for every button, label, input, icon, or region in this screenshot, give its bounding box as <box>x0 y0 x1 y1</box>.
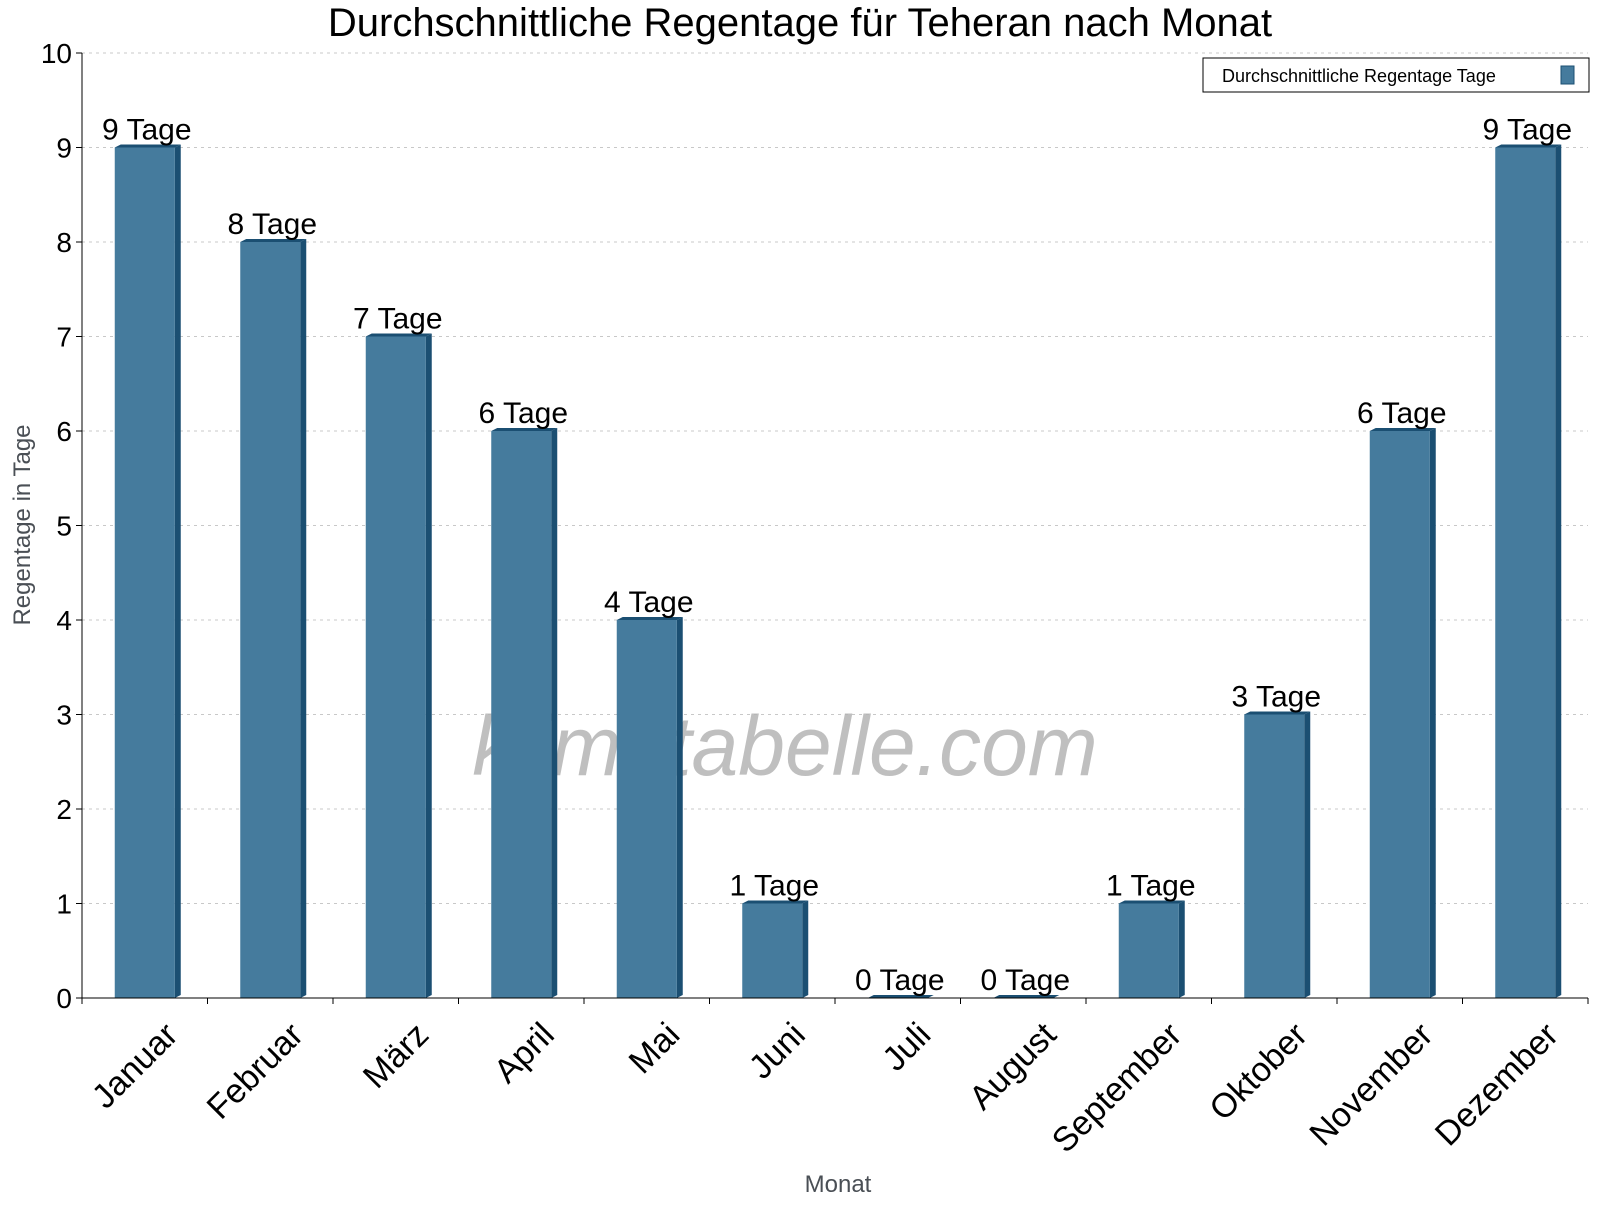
bar <box>240 242 301 998</box>
bars: 9 Tage 8 Tage 7 Tage 6 Tage 4 Tage 1 Tage 0 Ta… <box>102 114 1572 998</box>
bar-side <box>174 144 181 998</box>
data-label: 9 Tage <box>1482 114 1572 147</box>
bar-side <box>1429 428 1436 998</box>
data-label: 6 Tage <box>1357 397 1447 430</box>
bar-top <box>1495 144 1562 148</box>
x-tick-label: Februar <box>200 1016 311 1127</box>
bar-side <box>802 900 809 998</box>
x-tick-label: Januar <box>85 1016 185 1116</box>
bar-side <box>425 333 432 998</box>
data-label: 3 Tage <box>1231 681 1321 714</box>
bar-top <box>1118 900 1185 904</box>
x-tick-label: September <box>1045 1016 1189 1160</box>
bar-top <box>1244 711 1311 715</box>
x-tick-label: Mai <box>622 1016 688 1082</box>
bar-top <box>491 428 558 431</box>
bar-top <box>1369 428 1436 431</box>
chart-title: Durchschnittliche Regentage für Teheran … <box>328 1 1272 45</box>
bar-side <box>1304 711 1311 998</box>
bar <box>742 903 803 998</box>
data-label: 4 Tage <box>604 586 694 619</box>
bar <box>365 336 426 998</box>
bar-top <box>867 995 934 998</box>
gridlines <box>82 52 1588 904</box>
bar-top <box>742 900 809 904</box>
bar <box>1495 147 1556 998</box>
bar-side <box>551 428 558 998</box>
y-axis-label: Regentage in Tage <box>9 424 36 625</box>
y-tick-label: 9 <box>56 133 72 164</box>
bar-side <box>676 617 683 998</box>
y-tick-label: 5 <box>56 511 72 542</box>
bar <box>1118 903 1179 998</box>
bar-top <box>993 995 1060 998</box>
y-tick-label: 2 <box>56 794 72 825</box>
x-tick-label: November <box>1302 1016 1440 1154</box>
bar-top <box>114 144 181 148</box>
bar <box>616 620 677 998</box>
bar <box>1369 431 1430 998</box>
data-label: 1 Tage <box>1106 870 1196 903</box>
data-label: 0 Tage <box>980 964 1070 997</box>
data-label: 9 Tage <box>102 114 192 147</box>
x-tick-label: Oktober <box>1202 1016 1314 1128</box>
x-tick-label: Juni <box>742 1016 813 1087</box>
bar-top <box>616 617 683 620</box>
bar <box>114 147 175 998</box>
x-tick-label: April <box>487 1016 562 1091</box>
data-label: 0 Tage <box>855 964 945 997</box>
data-label: 1 Tage <box>729 870 819 903</box>
y-tick-label: 0 <box>56 983 72 1014</box>
x-tick-label: Juli <box>875 1016 938 1079</box>
data-label: 8 Tage <box>227 208 317 241</box>
bar-side <box>1178 900 1185 998</box>
legend-label: Durchschnittliche Regentage Tage <box>1222 66 1496 86</box>
data-label: 7 Tage <box>353 303 443 336</box>
y-tick-label: 4 <box>56 605 72 636</box>
bar-top <box>365 333 432 337</box>
bar-top <box>240 239 307 242</box>
legend-box <box>1202 57 1590 93</box>
y-tick-label: 8 <box>56 227 72 258</box>
y-tick-label: 3 <box>56 700 72 731</box>
bar-side <box>300 239 307 998</box>
bar-side <box>1555 144 1562 998</box>
watermark: klimatabelle.com <box>472 699 1098 793</box>
y-tick-label: 7 <box>56 322 72 353</box>
bar <box>491 431 552 998</box>
x-tick-label: März <box>356 1016 436 1096</box>
bar <box>1244 714 1305 998</box>
y-tick-label: 1 <box>56 889 72 920</box>
x-tick-label: August <box>962 1015 1064 1117</box>
legend: Durchschnittliche Regentage Tage <box>1202 57 1590 93</box>
y-tick-label: 10 <box>41 38 72 69</box>
y-tick-label: 6 <box>56 416 72 447</box>
data-label: 6 Tage <box>478 397 568 430</box>
legend-swatch <box>1560 65 1575 85</box>
x-tick-label: Dezember <box>1428 1016 1566 1154</box>
x-axis-label: Monat <box>805 1171 872 1198</box>
